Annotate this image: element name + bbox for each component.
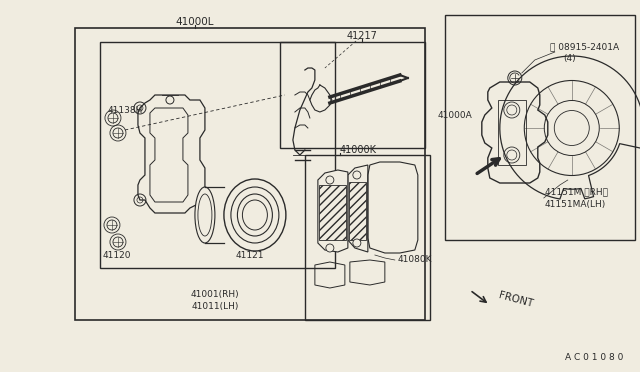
Text: 41120: 41120 [103,250,131,260]
Text: 41138H: 41138H [108,106,143,115]
Bar [445,15,635,240]
Circle shape [504,147,520,163]
Text: Ⓟ 08915-2401A: Ⓟ 08915-2401A [550,42,619,51]
Text: 41121: 41121 [236,250,264,260]
Circle shape [326,176,334,184]
Bar [100,42,335,268]
Text: 41151MA(LH): 41151MA(LH) [545,199,606,208]
Text: 41151M 〈RH〉: 41151M 〈RH〉 [545,187,608,196]
Text: 41080K: 41080K [398,256,433,264]
Circle shape [326,244,334,252]
Bar [280,42,425,148]
Bar [498,100,526,165]
Circle shape [504,102,520,118]
Circle shape [353,239,361,247]
Text: 41000K: 41000K [340,145,377,155]
Bar [75,28,425,320]
Text: 41000L: 41000L [175,17,214,27]
Bar [319,185,346,240]
Bar [349,182,366,240]
Text: 41000A: 41000A [437,110,472,119]
Text: (4): (4) [563,54,575,62]
Circle shape [353,171,361,179]
Polygon shape [150,108,188,202]
Bar [305,155,430,320]
Polygon shape [318,170,348,252]
Ellipse shape [237,194,273,236]
Text: 41217: 41217 [346,31,378,41]
Text: FRONT: FRONT [498,291,534,310]
Text: 41011(LH): 41011(LH) [191,302,239,311]
Text: A C 0 1 0 8 0: A C 0 1 0 8 0 [564,353,623,362]
Ellipse shape [195,187,215,243]
Text: 41001(RH): 41001(RH) [191,291,239,299]
